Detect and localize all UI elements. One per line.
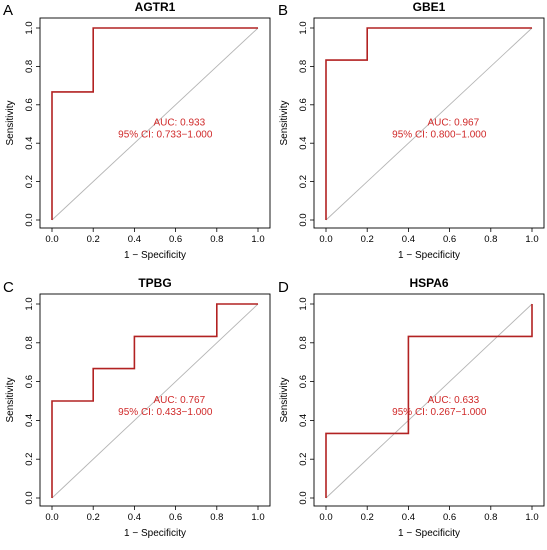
x-tick-label: 0.8 bbox=[210, 512, 223, 523]
panel-title: GBE1 bbox=[413, 0, 446, 14]
auc-label: AUC: 0.967 bbox=[427, 118, 479, 129]
x-tick-label: 0.4 bbox=[128, 512, 141, 523]
y-tick-label: 0.8 bbox=[24, 336, 35, 349]
y-tick-label: 0.6 bbox=[24, 375, 35, 388]
panel-title: TPBG bbox=[138, 276, 171, 290]
panel-tpbg: C TPBG 0.0 0.2 0.4 0.6 0.8 1.0 0.0 0.2 0.4 0.6 0.8 1.… bbox=[3, 276, 271, 539]
y-tick-label: 0.8 bbox=[298, 336, 309, 349]
reference-line bbox=[325, 27, 533, 221]
y-axis-label: Sensitivity bbox=[279, 377, 290, 422]
x-tick-label: 0.2 bbox=[361, 234, 374, 245]
y-tick-label: 0.2 bbox=[24, 175, 35, 188]
y-tick-label: 0.4 bbox=[24, 137, 35, 150]
y-tick-label: 1.0 bbox=[298, 21, 309, 34]
y-tick-label: 0.4 bbox=[298, 414, 309, 427]
x-tick-label: 1.0 bbox=[251, 512, 264, 523]
x-tick-label: 0.2 bbox=[361, 512, 374, 523]
y-tick-label: 1.0 bbox=[24, 21, 35, 34]
x-tick-label: 0.6 bbox=[169, 512, 182, 523]
x-tick-label: 0.8 bbox=[484, 234, 497, 245]
roc-curve bbox=[325, 27, 532, 220]
x-tick-label: 0.6 bbox=[443, 512, 456, 523]
panel-letter: C bbox=[3, 279, 14, 296]
y-tick-label: 0.4 bbox=[24, 414, 35, 427]
roc-curve bbox=[325, 304, 533, 498]
y-tick-label: 0.2 bbox=[24, 453, 35, 466]
x-axis-label: 1 − Specificity bbox=[124, 528, 186, 539]
x-tick-label: 0.4 bbox=[128, 234, 141, 245]
x-tick-label: 0.0 bbox=[319, 512, 332, 523]
y-tick-label: 0.6 bbox=[298, 98, 309, 111]
y-tick-label: 0.6 bbox=[298, 375, 309, 388]
panel-title: AGTR1 bbox=[135, 0, 176, 14]
x-axis-label: 1 − Specificity bbox=[398, 250, 460, 261]
y-tick-label: 0.0 bbox=[24, 213, 35, 226]
x-tick-label: 0.2 bbox=[87, 234, 100, 245]
y-tick-label: 0.8 bbox=[24, 60, 35, 73]
x-tick-label: 1.0 bbox=[525, 512, 538, 523]
plot-frame bbox=[313, 293, 545, 507]
x-tick-label: 0.2 bbox=[87, 512, 100, 523]
x-tick-label: 0.6 bbox=[169, 234, 182, 245]
roc-curve bbox=[51, 303, 258, 498]
y-tick-label: 1.0 bbox=[298, 297, 309, 310]
panel-title: HSPA6 bbox=[409, 276, 448, 290]
x-tick-label: 0.8 bbox=[484, 512, 497, 523]
y-axis-label: Sensitivity bbox=[279, 100, 290, 145]
ci-label: 95% CI: 0.733−1.000 bbox=[118, 130, 213, 141]
panel-hspa6: D HSPA6 0.0 0.2 0.4 0.6 0.8 1.0 0.0 0.2 0.4 0.6 0.8 1… bbox=[278, 276, 545, 539]
reference-line bbox=[51, 27, 259, 221]
y-axis-label: Sensitivity bbox=[5, 377, 16, 422]
auc-label: AUC: 0.767 bbox=[153, 395, 205, 406]
panel-agtr1: A AGTR1 0.0 0.2 0.4 0.6 0.8 1.0 0.0 0.2 0.4 0.6 0.8 1… bbox=[3, 0, 271, 261]
y-tick-label: 0.0 bbox=[298, 213, 309, 226]
panel-letter: B bbox=[278, 2, 288, 19]
panel-gbe1: B GBE1 0.0 0.2 0.4 0.6 0.8 1.0 0.0 0.2 0.4 0.6 0.8 1.… bbox=[278, 0, 545, 261]
x-tick-label: 0.4 bbox=[402, 234, 415, 245]
x-tick-label: 0.0 bbox=[45, 512, 58, 523]
y-tick-label: 0.0 bbox=[298, 491, 309, 504]
y-tick-label: 0.0 bbox=[24, 491, 35, 504]
plot-frame bbox=[39, 17, 271, 229]
roc-curve bbox=[51, 27, 258, 220]
x-axis-label: 1 − Specificity bbox=[124, 250, 186, 261]
y-tick-label: 0.2 bbox=[298, 175, 309, 188]
y-tick-label: 0.2 bbox=[298, 453, 309, 466]
plot-frame bbox=[39, 293, 271, 507]
ci-label: 95% CI: 0.433−1.000 bbox=[118, 407, 213, 418]
panel-letter: A bbox=[3, 2, 13, 19]
y-tick-label: 0.6 bbox=[24, 98, 35, 111]
x-axis-label: 1 − Specificity bbox=[398, 528, 460, 539]
x-tick-label: 0.4 bbox=[402, 512, 415, 523]
auc-label: AUC: 0.633 bbox=[427, 395, 479, 406]
x-tick-label: 0.6 bbox=[443, 234, 456, 245]
x-tick-label: 0.0 bbox=[45, 234, 58, 245]
x-tick-label: 0.0 bbox=[319, 234, 332, 245]
x-tick-label: 0.8 bbox=[210, 234, 223, 245]
x-tick-label: 1.0 bbox=[251, 234, 264, 245]
reference-line bbox=[51, 303, 259, 499]
plot-frame bbox=[313, 17, 545, 229]
ci-label: 95% CI: 0.800−1.000 bbox=[392, 130, 487, 141]
panel-letter: D bbox=[278, 279, 289, 296]
y-tick-label: 1.0 bbox=[24, 297, 35, 310]
y-tick-label: 0.4 bbox=[298, 137, 309, 150]
x-tick-label: 1.0 bbox=[525, 234, 538, 245]
y-axis-label: Sensitivity bbox=[5, 100, 16, 145]
ci-label: 95% CI: 0.267−1.000 bbox=[392, 407, 487, 418]
y-tick-label: 0.8 bbox=[298, 60, 309, 73]
auc-label: AUC: 0.933 bbox=[153, 118, 205, 129]
